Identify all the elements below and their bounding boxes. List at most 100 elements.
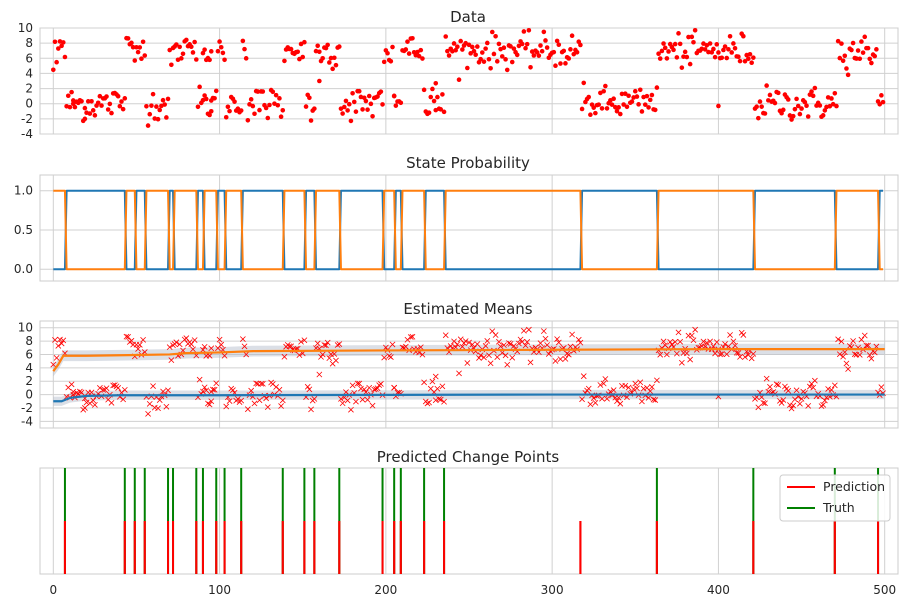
observation-marker xyxy=(121,386,128,393)
data-point xyxy=(252,111,257,117)
marker-stroke xyxy=(203,387,210,394)
data-point xyxy=(150,91,156,97)
marker-stroke xyxy=(201,384,208,391)
data-point xyxy=(337,44,342,49)
observation-marker xyxy=(755,404,762,411)
y-tick-label: 8 xyxy=(25,36,33,50)
data-point xyxy=(312,106,317,111)
marker-stroke xyxy=(798,395,805,402)
observation-marker xyxy=(57,336,63,343)
data-point xyxy=(223,114,229,120)
y-tick-label: 0.0 xyxy=(14,262,33,276)
marker-stroke xyxy=(90,397,97,404)
observation-marker xyxy=(156,397,163,403)
marker-stroke xyxy=(545,351,552,357)
marker-stroke xyxy=(732,342,738,349)
marker-stroke xyxy=(100,386,107,393)
marker-stroke xyxy=(516,340,522,347)
observation-marker xyxy=(205,400,211,407)
observation-marker xyxy=(200,388,206,395)
data-point xyxy=(129,40,134,46)
marker-stroke xyxy=(205,400,211,407)
data-point xyxy=(691,39,696,45)
marker-stroke xyxy=(419,351,426,358)
observation-marker xyxy=(339,400,346,407)
marker-stroke xyxy=(650,396,657,403)
data-point xyxy=(117,103,123,109)
marker-stroke xyxy=(120,396,127,403)
observation-marker xyxy=(336,341,343,347)
marker-stroke xyxy=(183,335,190,342)
observation-marker xyxy=(481,354,487,361)
observation-marker xyxy=(387,354,394,360)
marker-stroke xyxy=(91,401,98,408)
data-point xyxy=(794,96,799,102)
marker-stroke xyxy=(439,383,446,390)
legend: Prediction Truth xyxy=(779,474,891,522)
data-point xyxy=(208,49,214,54)
observation-marker xyxy=(200,346,206,353)
marker-stroke xyxy=(344,397,351,404)
marker-stroke xyxy=(196,376,203,383)
data-point xyxy=(320,56,325,61)
data-point xyxy=(613,104,618,110)
marker-stroke xyxy=(484,338,491,344)
data-point xyxy=(588,112,593,118)
marker-stroke xyxy=(604,395,610,402)
marker-stroke xyxy=(123,333,130,340)
data-point xyxy=(767,92,773,98)
marker-stroke xyxy=(466,339,472,346)
data-point xyxy=(177,44,182,50)
data-point xyxy=(55,46,61,51)
marker-stroke xyxy=(354,380,361,387)
marker-stroke xyxy=(60,337,67,344)
data-point xyxy=(248,97,254,102)
data-point xyxy=(624,104,630,110)
data-point xyxy=(132,58,138,63)
marker-stroke xyxy=(825,386,832,392)
data-point xyxy=(109,110,114,116)
y-tick-label: 4 xyxy=(25,66,33,80)
data-point xyxy=(363,98,369,104)
data-point xyxy=(220,50,226,56)
marker-stroke xyxy=(273,384,279,390)
marker-stroke xyxy=(625,384,632,391)
data-point xyxy=(578,42,583,48)
marker-stroke xyxy=(108,399,115,406)
data-point xyxy=(257,107,262,113)
marker-stroke xyxy=(524,339,531,345)
data-point xyxy=(508,44,513,49)
observation-marker xyxy=(210,386,216,393)
marker-stroke xyxy=(135,346,141,352)
marker-stroke xyxy=(562,356,569,362)
observation-marker xyxy=(850,338,856,344)
observation-marker xyxy=(82,405,88,411)
data-point xyxy=(652,107,658,113)
marker-stroke xyxy=(381,354,388,361)
y-tick-label: 0.5 xyxy=(14,223,33,237)
data-point xyxy=(569,33,575,39)
marker-stroke xyxy=(865,342,871,349)
data-point xyxy=(785,97,791,102)
observation-marker xyxy=(160,388,166,395)
data-point xyxy=(724,55,730,61)
marker-stroke xyxy=(476,355,482,361)
observation-marker xyxy=(288,343,294,350)
data-point xyxy=(531,53,537,58)
observation-marker xyxy=(615,394,622,401)
observation-marker xyxy=(321,342,328,348)
marker-stroke xyxy=(836,351,843,358)
observation-marker xyxy=(742,354,748,360)
data-point xyxy=(611,96,616,102)
observation-marker xyxy=(353,398,359,405)
data-point xyxy=(687,61,693,67)
marker-stroke xyxy=(454,341,461,348)
observation-marker xyxy=(858,336,865,343)
data-point xyxy=(217,39,222,44)
data-point xyxy=(169,62,174,68)
observation-marker xyxy=(168,357,175,364)
data-point xyxy=(879,93,884,98)
data-point xyxy=(509,59,515,65)
marker-stroke xyxy=(374,385,381,392)
